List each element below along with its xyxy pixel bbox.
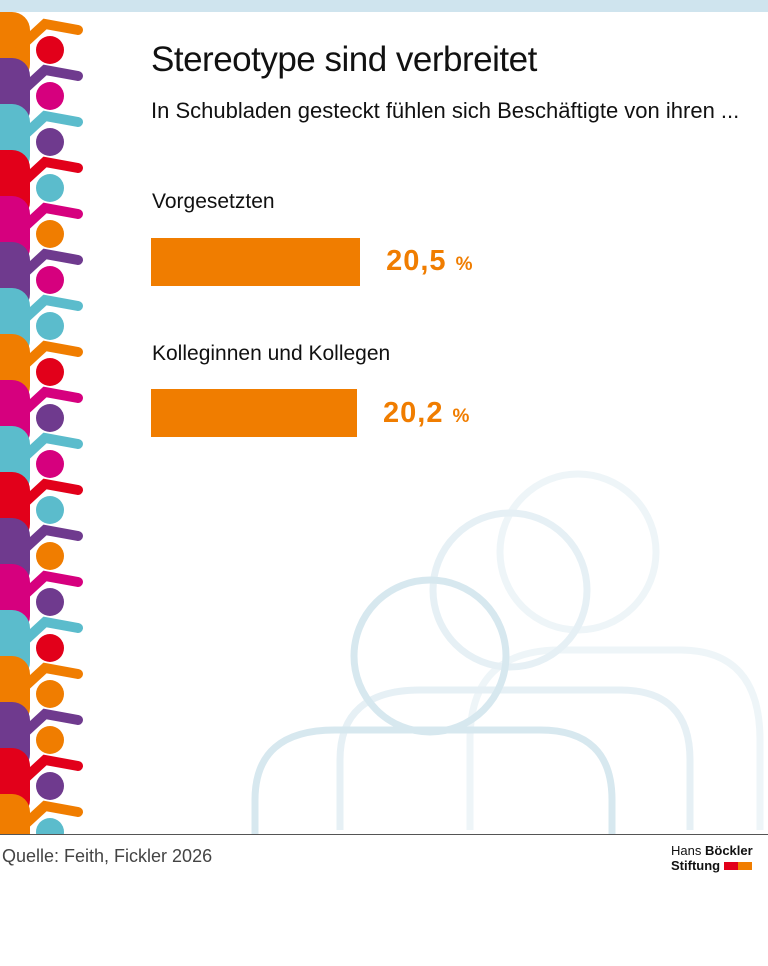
figure-head — [36, 542, 64, 570]
figure-head — [36, 634, 64, 662]
figure-head — [36, 404, 64, 432]
bar-kolleginnen-und-kollegen — [151, 389, 358, 437]
figure-arm — [15, 294, 83, 328]
figure-head — [36, 818, 64, 834]
person-body-back — [466, 646, 764, 830]
figure-arm — [15, 800, 83, 834]
figures-strip-illustration — [0, 12, 83, 834]
bar-vorgesetzten — [151, 238, 361, 286]
figure-arm — [15, 156, 83, 190]
figure-head — [36, 450, 64, 478]
figure-arm — [15, 432, 83, 466]
chart-title: Stereotype sind verbreitet — [151, 40, 537, 79]
value-label: 20,2 % — [383, 397, 471, 429]
figure-arm — [15, 18, 83, 52]
figure-arm — [15, 524, 83, 558]
figure-arm — [15, 64, 83, 98]
top-bar — [0, 0, 768, 12]
figure-arm — [15, 110, 83, 144]
figure-head — [36, 220, 64, 248]
figure-arm — [15, 478, 83, 512]
figure-arm — [15, 754, 83, 788]
person-head-front — [350, 576, 510, 736]
hans-boeckler-stiftung-logo: Hans Böckler Stiftung — [671, 843, 753, 873]
figure-head — [36, 358, 64, 386]
chart-subtitle: In Schubladen gesteckt fühlen sich Besch… — [151, 98, 740, 123]
figure-arm — [15, 386, 83, 420]
figure-head — [36, 128, 64, 156]
figure-arm — [15, 662, 83, 696]
figure-arm — [15, 708, 83, 742]
figure-head — [36, 312, 64, 340]
person-head-middle — [429, 509, 591, 671]
figure-arm — [15, 616, 83, 650]
figure-head — [36, 82, 64, 110]
value-label: 20,5 % — [386, 245, 474, 277]
figure-arm — [15, 202, 83, 236]
figure-head — [36, 588, 64, 616]
figure-arm — [15, 570, 83, 604]
figure-head — [36, 680, 64, 708]
figure-head — [36, 36, 64, 64]
footer-divider — [0, 834, 768, 835]
figure-arm — [15, 340, 83, 374]
figure-head — [36, 772, 64, 800]
category-label: Vorgesetzten — [152, 190, 275, 213]
figure-head — [36, 266, 64, 294]
person-body-middle — [336, 686, 694, 830]
figure-arm — [15, 248, 83, 282]
figure-head — [36, 174, 64, 202]
category-label: Kolleginnen und Kollegen — [152, 342, 391, 365]
figure-head — [36, 726, 64, 754]
figure-head — [36, 496, 64, 524]
person-body-front — [251, 726, 616, 834]
background-people-illustration — [251, 470, 764, 834]
source-note: Quelle: Feith, Fickler 2026 — [2, 846, 213, 866]
